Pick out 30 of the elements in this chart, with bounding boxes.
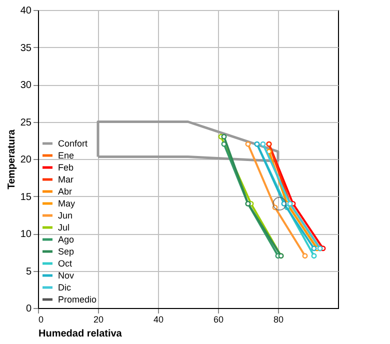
legend-label: Oct xyxy=(58,258,72,268)
y-tick-label: 5 xyxy=(26,266,32,278)
legend-label: Sep xyxy=(58,246,74,256)
legend-label: Abr xyxy=(58,186,72,196)
legend-label: Mar xyxy=(58,174,74,184)
y-tick-label: 10 xyxy=(20,229,32,240)
x-tick-label: 20 xyxy=(93,314,104,324)
y-tick-label: 40 xyxy=(20,6,32,16)
x-tick-label: 80 xyxy=(273,314,284,324)
x-tick-label: 40 xyxy=(153,314,164,324)
y-tick-label: 30 xyxy=(20,80,32,91)
y-tick-label: 15 xyxy=(20,192,32,203)
legend-label: Feb xyxy=(58,162,74,172)
legend-label: Confort xyxy=(58,138,88,148)
legend-label: Jun xyxy=(58,210,73,220)
y-tick-label: 0 xyxy=(26,304,32,314)
x-axis-title: Humedad relativa xyxy=(38,328,122,340)
legend-label: Ene xyxy=(58,150,74,160)
legend-label: Nov xyxy=(58,270,75,280)
y-tick-label: 35 xyxy=(20,42,32,54)
legend-label: May xyxy=(58,198,76,208)
x-tick-label: 60 xyxy=(213,314,224,324)
legend-label: Jul xyxy=(58,222,70,232)
y-tick-label: 25 xyxy=(20,117,32,128)
legend-label: Promedio xyxy=(58,294,97,304)
legend-label: Ago xyxy=(58,234,74,244)
y-tick-label: 20 xyxy=(20,154,32,166)
legend-label: Dic xyxy=(58,282,72,292)
x-tick-label: 0 xyxy=(38,314,44,324)
y-axis-title: Temperatura xyxy=(6,129,18,190)
